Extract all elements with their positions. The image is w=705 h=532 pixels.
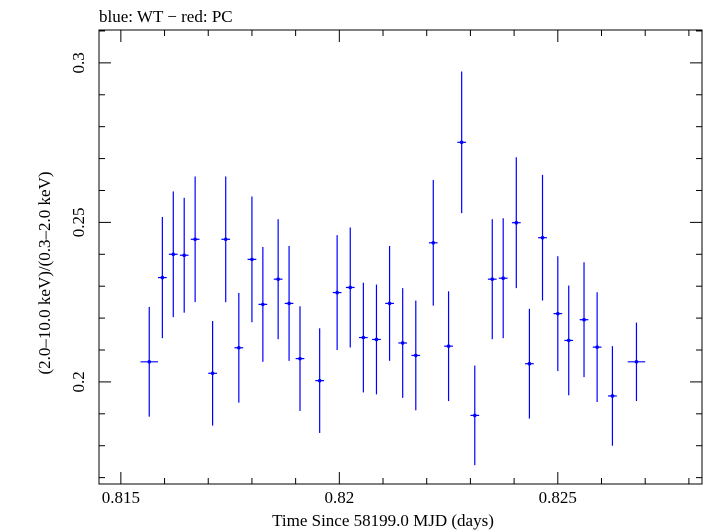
data-point — [487, 219, 497, 340]
point-marker — [413, 353, 418, 358]
point-marker — [501, 276, 505, 281]
axis-tick-labels: 0.815 0.82 0.825 0.2 0.25 0.3 — [69, 52, 577, 507]
data-point — [385, 245, 394, 361]
data-point — [315, 328, 325, 433]
point-marker — [556, 311, 560, 316]
data-point — [627, 322, 646, 402]
point-marker — [431, 241, 436, 245]
data-point — [372, 284, 381, 395]
data-point — [470, 365, 480, 466]
point-marker — [276, 277, 280, 281]
y-tick-label: 0.2 — [69, 371, 88, 392]
data-point — [398, 288, 408, 398]
data-point — [258, 246, 268, 362]
point-marker — [317, 378, 322, 383]
data-point — [608, 346, 617, 446]
point-marker — [160, 275, 165, 280]
point-marker — [610, 394, 615, 398]
data-point — [358, 282, 368, 393]
data-point — [345, 227, 355, 348]
data-point — [295, 306, 305, 411]
data-point — [140, 306, 158, 417]
point-marker — [490, 277, 495, 281]
point-marker — [210, 371, 215, 376]
point-marker — [298, 356, 302, 361]
data-point — [564, 285, 574, 396]
point-marker — [147, 360, 152, 364]
point-marker — [250, 257, 254, 262]
point-marker — [400, 341, 405, 345]
data-point — [428, 179, 438, 306]
data-point — [457, 71, 467, 214]
point-marker — [261, 302, 265, 307]
point-marker — [540, 235, 545, 240]
x-axis-label: Time Since 58199.0 MJD (days) — [272, 511, 494, 530]
point-marker — [237, 345, 241, 350]
data-point — [157, 216, 167, 339]
y-axis-label: (2.0–10.0 keV)/(0.3–2.0 keV) — [35, 171, 54, 374]
data-point — [579, 262, 589, 378]
point-marker — [374, 337, 379, 342]
point-marker — [223, 237, 228, 242]
point-marker — [361, 335, 366, 340]
plot-frame — [98, 29, 703, 485]
point-marker — [287, 301, 291, 306]
data-point — [273, 219, 283, 340]
point-marker — [193, 237, 197, 242]
point-marker — [595, 345, 599, 349]
data-point — [190, 176, 200, 303]
data-point — [179, 197, 189, 313]
data-point — [247, 196, 257, 323]
point-marker — [566, 338, 571, 343]
data-point — [168, 191, 178, 318]
data-point — [525, 308, 534, 419]
point-marker — [582, 317, 586, 322]
x-tick-label: 0.82 — [324, 488, 354, 507]
data-point — [538, 174, 547, 301]
chart-title: blue: WT − red: PC — [99, 7, 233, 26]
point-marker — [472, 413, 477, 418]
point-marker — [527, 361, 532, 366]
data-point — [511, 157, 521, 289]
data-points — [140, 71, 646, 466]
data-point — [332, 235, 342, 351]
data-point — [592, 292, 602, 403]
point-marker — [634, 360, 639, 364]
data-point — [208, 320, 217, 426]
point-marker — [182, 253, 187, 258]
point-marker — [335, 290, 339, 295]
data-point — [553, 256, 563, 372]
point-marker — [171, 252, 176, 257]
y-tick-label: 0.3 — [69, 52, 88, 73]
data-point — [284, 245, 294, 361]
point-marker — [514, 220, 519, 225]
point-marker — [459, 140, 464, 145]
data-point — [411, 300, 421, 411]
point-marker — [348, 285, 353, 290]
axis-ticks — [99, 30, 702, 484]
point-marker — [446, 344, 451, 348]
data-point — [234, 292, 244, 403]
y-tick-label: 0.25 — [69, 208, 88, 238]
data-point — [444, 291, 453, 402]
data-point — [498, 218, 508, 339]
point-marker — [387, 301, 392, 306]
data-point — [221, 176, 231, 303]
x-tick-label: 0.815 — [102, 488, 140, 507]
x-tick-label: 0.825 — [539, 488, 577, 507]
